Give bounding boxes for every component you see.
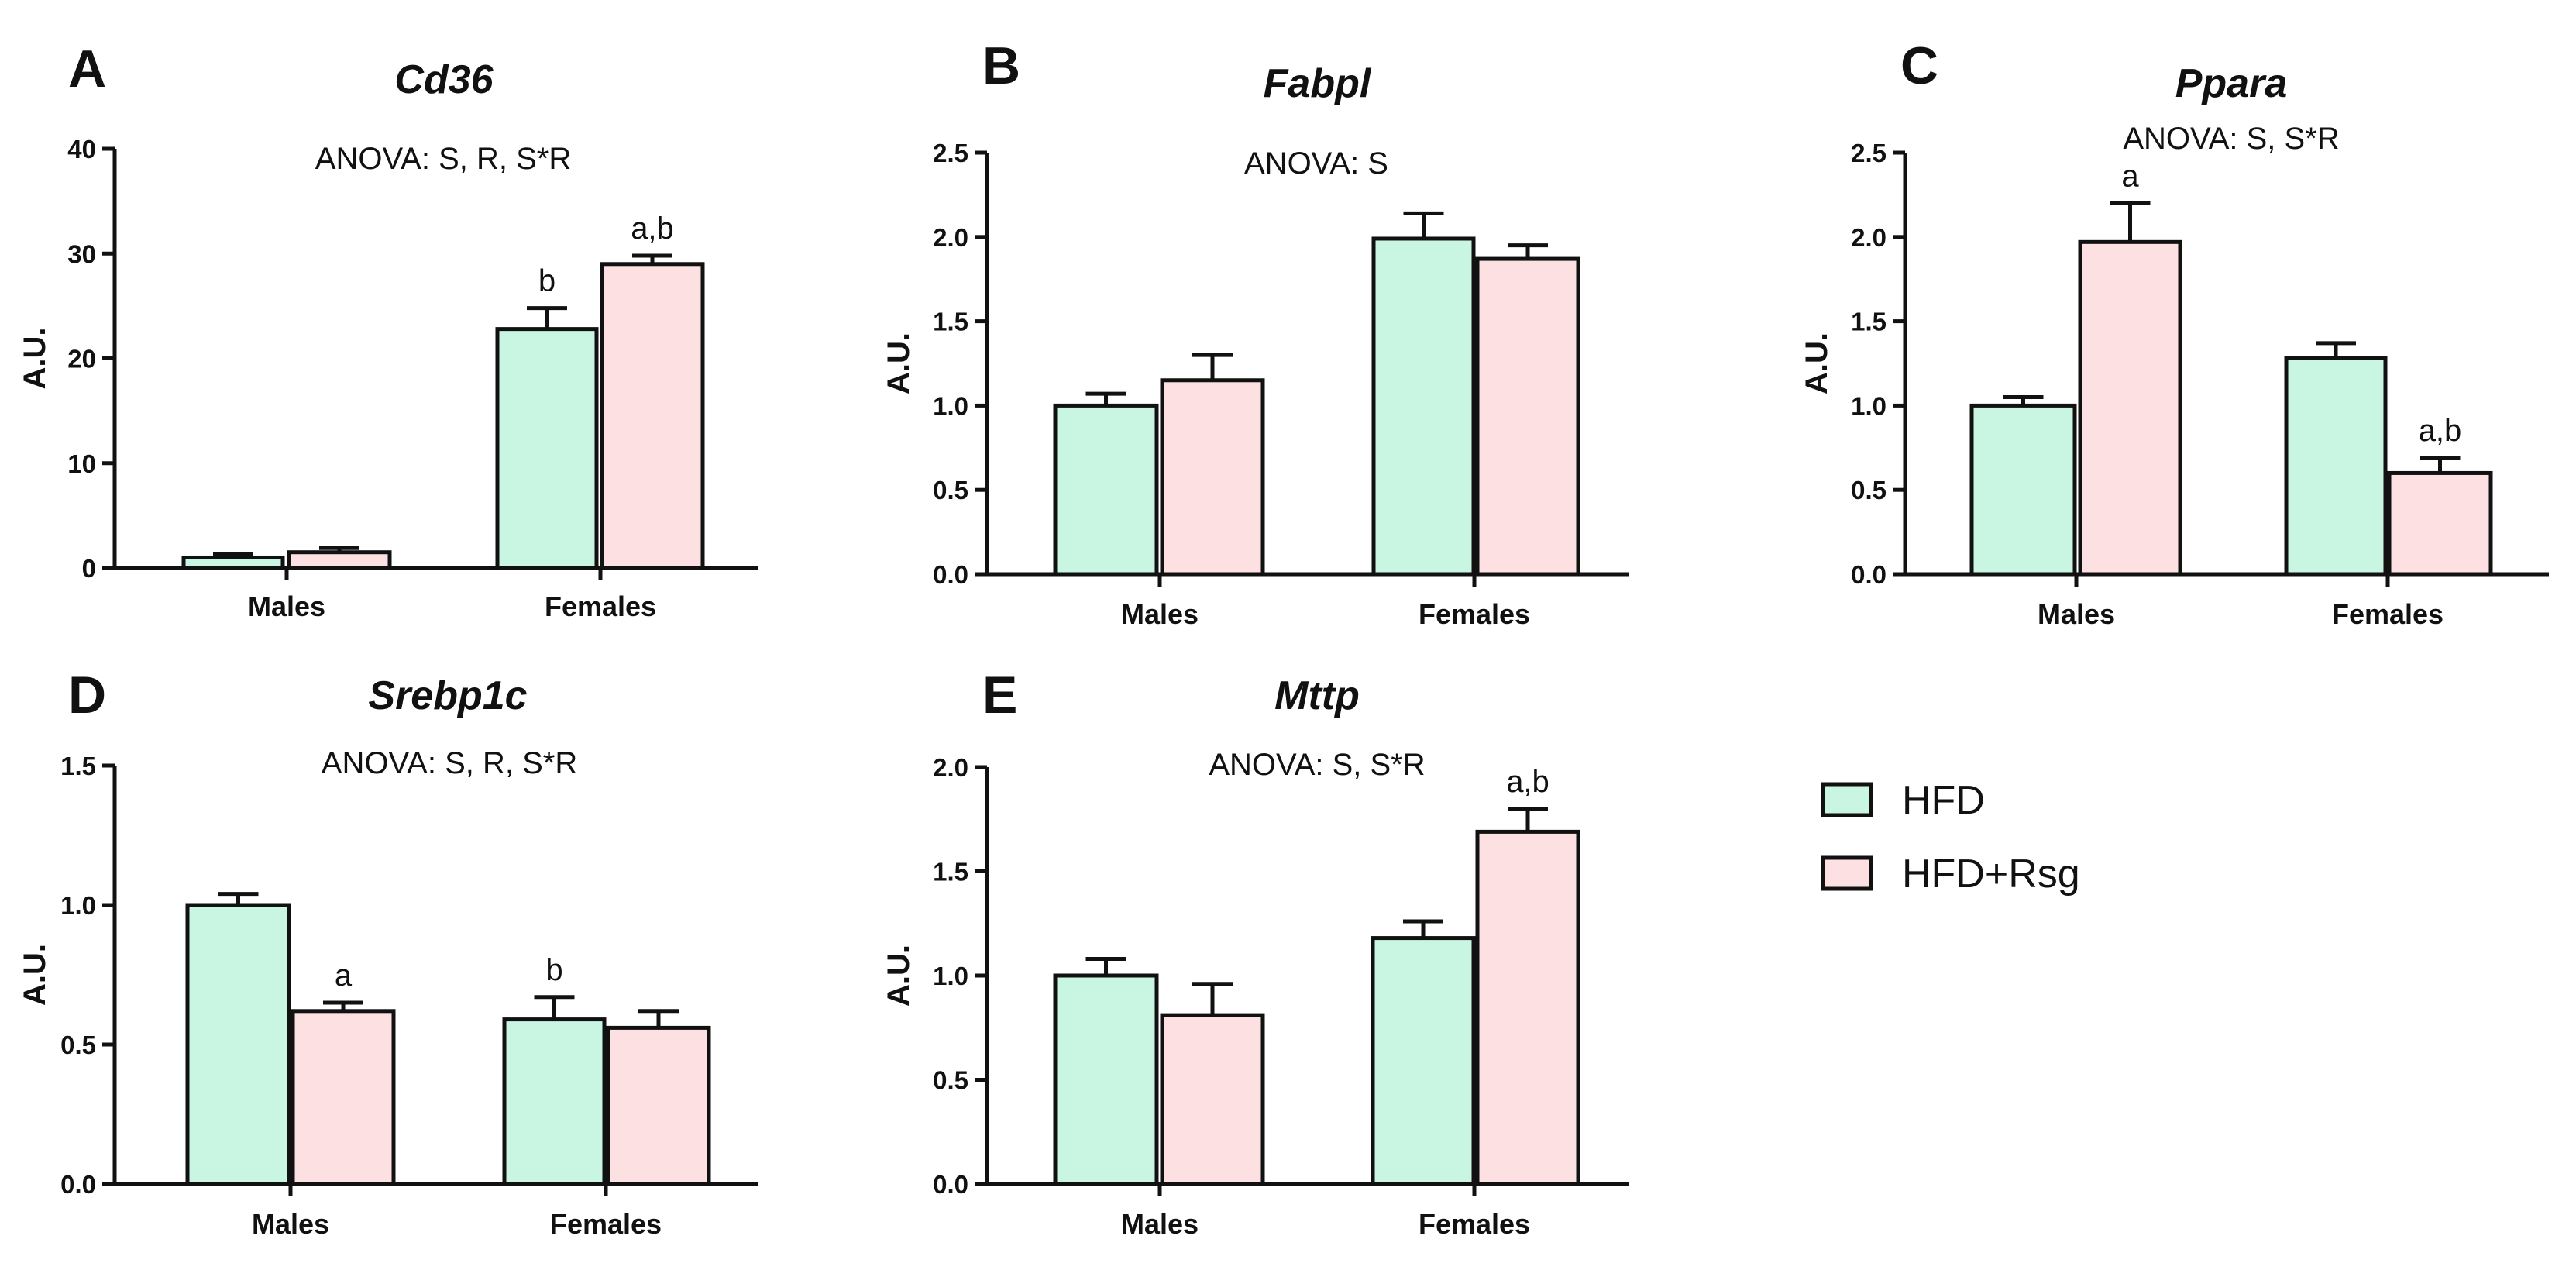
y-tick-label: 0.5 — [60, 1031, 96, 1059]
y-tick-label: 2.5 — [1851, 139, 1886, 167]
panel-b: B Fabpl ANOVA: S A.U. 0.0 0.5 1.0 1.5 2.0 2.5 Male… — [882, 36, 1629, 630]
y-tick-label: 1.0 — [933, 962, 968, 990]
bar-hfd-rsg — [1160, 1013, 1265, 1186]
x-tick-label: Males — [2038, 598, 2115, 630]
bar-hfd — [2284, 356, 2388, 577]
legend: HFD HFD+Rsg — [1821, 778, 2080, 897]
y-tick-label: 0.0 — [933, 560, 968, 589]
significance-label: b — [538, 264, 555, 298]
x-tick-label: Females — [550, 1208, 662, 1240]
anova-annotation: ANOVA: S, R, S*R — [315, 142, 571, 176]
y-tick-label: 1.0 — [1851, 391, 1886, 420]
y-tick-label: 30 — [67, 239, 96, 268]
y-tick-label: 0.0 — [933, 1170, 968, 1199]
bar-hfd-rsg — [2387, 470, 2493, 577]
bar-hfd — [1969, 403, 2077, 577]
x-tick-label: Males — [252, 1208, 329, 1240]
bar-hfd — [495, 327, 599, 570]
significance-label: a,b — [631, 212, 674, 246]
legend-label: HFD+Rsg — [1902, 852, 2080, 897]
x-tick-label: Females — [545, 590, 656, 622]
y-tick-label: 1.0 — [60, 891, 96, 920]
x-tick-label: Females — [2332, 598, 2444, 630]
y-axis-label: A.U. — [18, 328, 52, 390]
significance-label: a — [2121, 159, 2139, 193]
bar-hfd — [181, 555, 285, 570]
panel-letter: B — [982, 36, 1020, 95]
y-axis-label: A.U. — [18, 944, 52, 1006]
y-axis-label: A.U. — [882, 945, 916, 1007]
y-tick-label: 2.0 — [933, 753, 968, 782]
x-tick-label: Females — [1419, 1208, 1530, 1240]
significance-label: a,b — [2419, 414, 2462, 448]
bar-hfd-rsg — [287, 550, 392, 570]
y-tick-label: 1.0 — [933, 391, 968, 420]
significance-label: a — [335, 959, 353, 993]
anova-annotation: ANOVA: S — [1244, 146, 1388, 181]
anova-annotation: ANOVA: S, S*R — [1209, 748, 1425, 782]
significance-label: b — [545, 953, 562, 987]
anova-annotation: ANOVA: S, S*R — [2123, 122, 2339, 156]
panel-letter: C — [1900, 36, 1938, 95]
y-tick-label: 0.0 — [1851, 560, 1886, 589]
anova-annotation: ANOVA: S, R, S*R — [322, 746, 577, 780]
bar-hfd-rsg — [291, 1009, 396, 1186]
y-tick-label: 2.0 — [1851, 223, 1886, 252]
x-tick-label: Males — [1121, 1208, 1199, 1240]
y-tick-label: 20 — [67, 345, 96, 373]
legend-swatch-hfd-rsg — [1821, 855, 1873, 891]
bar-hfd — [1371, 936, 1476, 1186]
bar-hfd — [1053, 973, 1159, 1186]
y-tick-label: 1.5 — [933, 308, 968, 336]
significance-label: a,b — [1506, 765, 1549, 799]
chart-title: Cd36 — [394, 57, 494, 102]
bar-hfd-rsg — [600, 262, 705, 570]
legend-label: HFD — [1902, 778, 1985, 823]
bar-hfd-rsg — [606, 1025, 711, 1186]
y-tick-label: 2.5 — [933, 139, 968, 167]
y-tick-label: 0.5 — [933, 1066, 968, 1095]
chart-title: Srebp1c — [368, 673, 527, 718]
x-tick-label: Males — [1121, 598, 1199, 630]
panel-c: C Ppara ANOVA: S, S*R A.U. 0.0 0.5 1.0 1.5 2.0 2.… — [1800, 36, 2549, 630]
y-tick-label: 0.0 — [60, 1170, 96, 1199]
legend-swatch-hfd — [1821, 782, 1873, 817]
y-axis-label: A.U. — [1800, 332, 1834, 394]
x-tick-label: Males — [248, 590, 325, 622]
bar-hfd — [1371, 236, 1476, 577]
x-tick-label: Females — [1419, 598, 1530, 630]
bar-hfd-rsg — [1475, 256, 1580, 577]
bar-hfd — [502, 1017, 607, 1186]
panel-letter: D — [68, 666, 106, 725]
panel-letter: A — [68, 40, 106, 98]
panels: A Cd36 ANOVA: S, R, S*R A.U. 0 10 20 30 40 Males F… — [18, 36, 2549, 1240]
y-axis-label: A.U. — [882, 332, 916, 394]
chart-title: Mttp — [1274, 673, 1360, 718]
chart-title: Ppara — [2175, 61, 2288, 106]
y-tick-label: 0.5 — [1851, 476, 1886, 504]
y-tick-label: 0 — [82, 554, 96, 583]
bar-hfd-rsg — [1160, 378, 1265, 577]
y-tick-label: 1.5 — [60, 752, 96, 780]
bar-hfd-rsg — [2078, 239, 2182, 577]
y-tick-label: 1.5 — [933, 858, 968, 886]
y-tick-label: 0.5 — [933, 476, 968, 504]
y-tick-label: 40 — [67, 135, 96, 163]
chart-title: Fabpl — [1264, 61, 1372, 106]
bar-hfd-rsg — [1475, 829, 1580, 1186]
y-tick-label: 2.0 — [933, 223, 968, 252]
panel-a: A Cd36 ANOVA: S, R, S*R A.U. 0 10 20 30 40 Males F… — [18, 40, 758, 622]
bar-hfd — [1053, 403, 1159, 577]
bar-hfd — [185, 903, 291, 1186]
panel-d: D Srebp1c ANOVA: S, R, S*R A.U. 0.0 0.5 1.0 1.5… — [18, 666, 758, 1240]
y-tick-label: 1.5 — [1851, 308, 1886, 336]
panel-e: E Mttp ANOVA: S, S*R A.U. 0.0 0.5 1.0 1.5 2.0 Mal… — [882, 666, 1629, 1240]
y-tick-label: 10 — [67, 449, 96, 478]
panel-letter: E — [982, 666, 1017, 725]
